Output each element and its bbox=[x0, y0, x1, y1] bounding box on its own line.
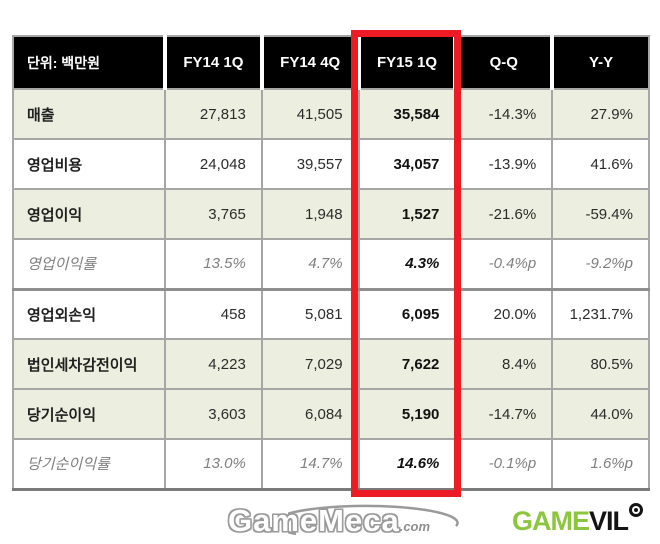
cell: -59.4% bbox=[551, 188, 650, 240]
cell-highlighted: 1,527 bbox=[357, 188, 457, 240]
table-row-pretax-income: 법인세차감전이익 4,223 7,029 7,622 8.4% 80.5% bbox=[12, 338, 650, 390]
cell-highlighted: 34,057 bbox=[357, 138, 457, 190]
table-row-operating-profit: 영업이익 3,765 1,948 1,527 -21.6% -59.4% bbox=[12, 188, 650, 240]
cell: -13.9% bbox=[454, 138, 554, 190]
cell: 41,505 bbox=[260, 88, 360, 140]
column-header-qq: Q-Q bbox=[453, 36, 555, 90]
cell-highlighted: 4.3% bbox=[357, 238, 457, 290]
column-header-fy15-1q: FY15 1Q bbox=[356, 36, 458, 90]
cell: -0.1%p bbox=[454, 438, 554, 490]
cell-highlighted: 35,584 bbox=[357, 88, 457, 140]
cell: 27.9% bbox=[551, 88, 650, 140]
row-label: 매출 bbox=[12, 88, 166, 140]
row-label: 영업외손익 bbox=[12, 287, 166, 340]
table-row-non-operating-income: 영업외손익 458 5,081 6,095 20.0% 1,231.7% bbox=[12, 287, 650, 340]
row-label: 당기순이익률 bbox=[12, 438, 166, 490]
gamevil-logo-game: GAME bbox=[512, 506, 590, 536]
quarterly-earnings-table: 단위: 백만원 FY14 1Q FY14 4Q FY15 1Q Q-Q Y-Y … bbox=[12, 35, 650, 491]
table-row-operating-expenses: 영업비용 24,048 39,557 34,057 -13.9% 41.6% bbox=[12, 138, 650, 190]
cell: -14.3% bbox=[454, 88, 554, 140]
cell: 41.6% bbox=[551, 138, 650, 190]
cell-highlighted: 14.6% bbox=[357, 438, 457, 490]
row-label: 영업비용 bbox=[12, 138, 166, 190]
row-label: 법인세차감전이익 bbox=[12, 338, 166, 390]
cell: 39,557 bbox=[260, 138, 360, 190]
cell: 7,029 bbox=[260, 338, 360, 390]
column-header-fy14-1q: FY14 1Q bbox=[163, 36, 264, 90]
cell: 4,223 bbox=[164, 338, 263, 390]
cell: 6,084 bbox=[260, 388, 360, 440]
gamevil-eye-icon bbox=[629, 503, 644, 517]
cell: 5,081 bbox=[260, 287, 360, 340]
table-row-net-income: 당기순이익 3,603 6,084 5,190 -14.7% 44.0% bbox=[12, 388, 650, 440]
cell: 1.6%p bbox=[551, 438, 650, 490]
cell: 458 bbox=[164, 287, 263, 340]
cell: 1,948 bbox=[260, 188, 360, 240]
cell: 44.0% bbox=[551, 388, 650, 440]
cell: 4.7% bbox=[260, 238, 360, 290]
gamevil-logo: GAMEVIL bbox=[512, 503, 644, 536]
row-label: 당기순이익 bbox=[12, 388, 166, 440]
gamevil-logo-vil: VIL bbox=[589, 506, 629, 536]
cell: 24,048 bbox=[164, 138, 263, 190]
cell: 20.0% bbox=[454, 287, 554, 340]
cell: -14.7% bbox=[454, 388, 554, 440]
cell: -0.4%p bbox=[454, 238, 554, 290]
cell: -21.6% bbox=[454, 188, 554, 240]
table-row-revenue: 매출 27,813 41,505 35,584 -14.3% 27.9% bbox=[12, 88, 650, 140]
cell: 1,231.7% bbox=[551, 287, 650, 340]
gamemeca-watermark-suffix: .com bbox=[399, 519, 431, 534]
cell: 80.5% bbox=[551, 338, 650, 390]
cell: 27,813 bbox=[164, 88, 263, 140]
cell-highlighted: 5,190 bbox=[357, 388, 457, 440]
cell: 13.0% bbox=[164, 438, 263, 490]
cell: 8.4% bbox=[454, 338, 554, 390]
header-row: 단위: 백만원 FY14 1Q FY14 4Q FY15 1Q Q-Q Y-Y bbox=[13, 36, 649, 90]
column-header-yy: Y-Y bbox=[550, 36, 649, 90]
cell: 14.7% bbox=[260, 438, 360, 490]
table-row-operating-margin: 영업이익률 13.5% 4.7% 4.3% -0.4%p -9.2%p bbox=[12, 238, 650, 290]
financial-results-table: 단위: 백만원 FY14 1Q FY14 4Q FY15 1Q Q-Q Y-Y … bbox=[12, 35, 650, 491]
table-row-net-margin: 당기순이익률 13.0% 14.7% 14.6% -0.1%p 1.6%p bbox=[12, 438, 650, 490]
cell-highlighted: 7,622 bbox=[357, 338, 457, 390]
unit-label: 단위: 백만원 bbox=[13, 36, 167, 90]
cell: 13.5% bbox=[164, 238, 263, 290]
column-header-fy14-4q: FY14 4Q bbox=[259, 36, 361, 90]
gamemeca-watermark: GameMeca.com bbox=[228, 500, 488, 542]
cell: 3,765 bbox=[164, 188, 263, 240]
cell: -9.2%p bbox=[551, 238, 650, 290]
row-label: 영업이익률 bbox=[12, 238, 166, 290]
cell-highlighted: 6,095 bbox=[357, 287, 457, 340]
gamemeca-watermark-text: GameMeca bbox=[228, 503, 400, 538]
cell: 3,603 bbox=[164, 388, 263, 440]
row-label: 영업이익 bbox=[12, 188, 166, 240]
